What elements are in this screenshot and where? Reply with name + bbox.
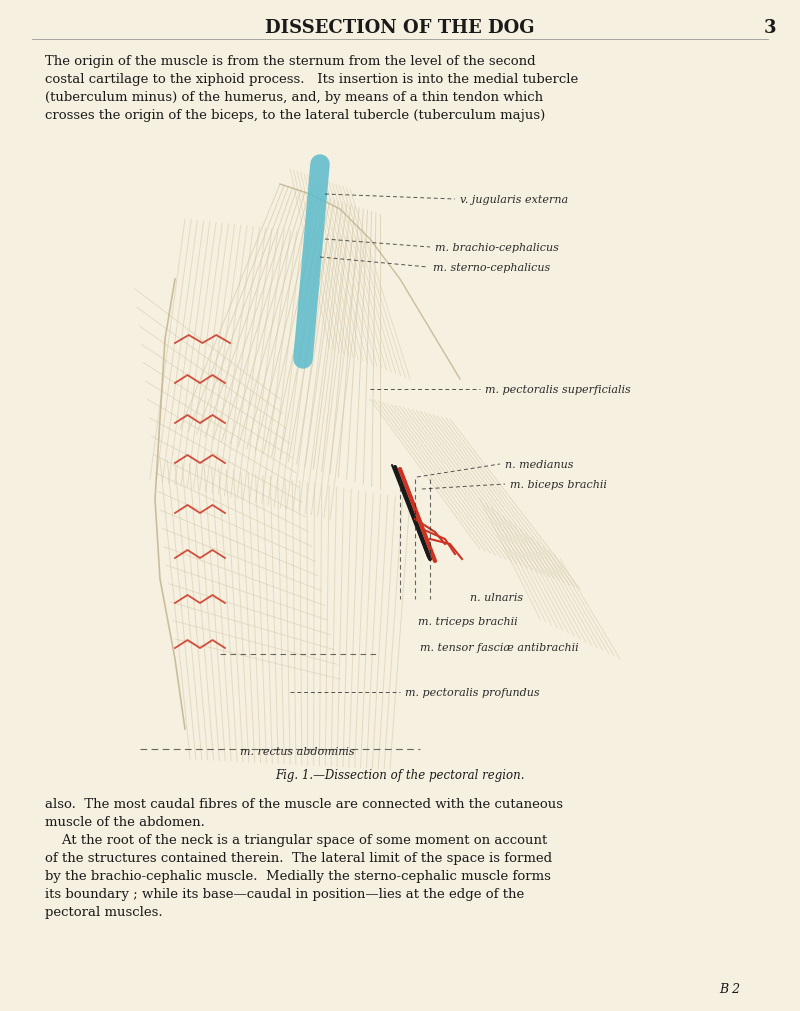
Text: B 2: B 2 <box>719 983 741 996</box>
Text: n. ulnaris: n. ulnaris <box>470 592 523 603</box>
Text: its boundary ; while its base—caudal in position—lies at the edge of the: its boundary ; while its base—caudal in … <box>45 887 524 900</box>
Text: muscle of the abdomen.: muscle of the abdomen. <box>45 815 205 828</box>
Text: 3: 3 <box>764 19 776 37</box>
Text: also.  The most caudal fibres of the muscle are connected with the cutaneous: also. The most caudal fibres of the musc… <box>45 798 563 810</box>
Text: The origin of the muscle is from the sternum from the level of the second: The origin of the muscle is from the ste… <box>45 55 536 68</box>
Text: m. rectus abdominis: m. rectus abdominis <box>240 746 354 756</box>
Text: Fig. 1.—Dissection of the pectoral region.: Fig. 1.—Dissection of the pectoral regio… <box>275 767 525 780</box>
Text: of the structures contained therein.  The lateral limit of the space is formed: of the structures contained therein. The… <box>45 851 552 864</box>
Text: At the root of the neck is a triangular space of some moment on account: At the root of the neck is a triangular … <box>45 833 547 846</box>
Text: m. sterno-cephalicus: m. sterno-cephalicus <box>433 263 550 273</box>
Text: costal cartilage to the xiphoid process.   Its insertion is into the medial tube: costal cartilage to the xiphoid process.… <box>45 73 578 86</box>
Text: n. medianus: n. medianus <box>505 460 574 469</box>
Text: m. biceps brachii: m. biceps brachii <box>510 479 607 489</box>
Text: m. pectoralis superficialis: m. pectoralis superficialis <box>485 384 630 394</box>
Text: m. brachio-cephalicus: m. brachio-cephalicus <box>435 243 559 253</box>
Text: m. tensor fasciæ antibrachii: m. tensor fasciæ antibrachii <box>420 642 578 652</box>
Text: pectoral muscles.: pectoral muscles. <box>45 905 162 918</box>
Text: m. pectoralis profundus: m. pectoralis profundus <box>405 687 540 698</box>
Text: m. triceps brachii: m. triceps brachii <box>418 617 518 627</box>
Text: DISSECTION OF THE DOG: DISSECTION OF THE DOG <box>266 19 534 37</box>
Text: by the brachio-cephalic muscle.  Medially the sterno-cephalic muscle forms: by the brachio-cephalic muscle. Medially… <box>45 869 551 883</box>
Text: v. jugularis externa: v. jugularis externa <box>460 195 568 205</box>
Text: crosses the origin of the biceps, to the lateral tubercle (tuberculum majus): crosses the origin of the biceps, to the… <box>45 109 546 122</box>
Text: (tuberculum minus) of the humerus, and, by means of a thin tendon which: (tuberculum minus) of the humerus, and, … <box>45 91 543 104</box>
